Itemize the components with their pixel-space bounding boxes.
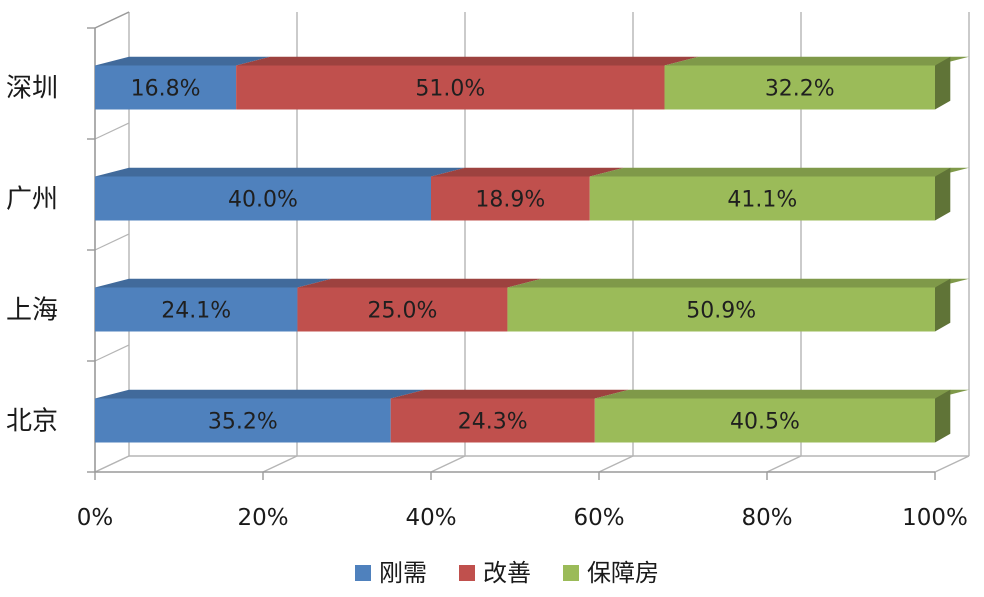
bar-segment-top — [390, 389, 629, 399]
bar-segment-top — [297, 278, 542, 288]
bar-segment-top — [95, 167, 465, 177]
gridline-floor — [430, 455, 466, 473]
data-label: 50.9% — [686, 299, 756, 324]
bars — [95, 56, 969, 443]
bar-segment-front — [507, 287, 935, 332]
category-label: 北京 — [6, 407, 58, 437]
side-wall-gridline — [94, 233, 130, 251]
side-wall-top-edge — [94, 11, 130, 29]
legend: 刚需 改善 保障房 — [355, 559, 659, 587]
x-tick-label: 0% — [77, 505, 114, 531]
bar-segment-front — [431, 176, 590, 221]
bar-segment-top — [236, 56, 699, 66]
x-tick-label: 60% — [573, 505, 624, 531]
side-wall-gridline — [94, 455, 130, 473]
legend-item: 保障房 — [563, 559, 659, 587]
bar-segment-top — [431, 167, 624, 177]
bar-segment — [236, 56, 699, 110]
bar-segment-front — [594, 398, 935, 443]
data-label: 35.2% — [208, 410, 278, 435]
side-wall-gridline — [94, 344, 130, 362]
data-label: 41.1% — [727, 188, 797, 213]
category-label: 深圳 — [6, 74, 58, 104]
gridline-floor — [934, 455, 970, 473]
bar-segment-top — [594, 389, 969, 399]
bar-segment-top — [507, 278, 969, 288]
data-label: 40.5% — [730, 410, 800, 435]
legend-label: 保障房 — [587, 559, 659, 587]
bar-segment — [589, 167, 969, 221]
bar-segment-side — [935, 56, 951, 110]
bar-segment — [95, 278, 332, 332]
bar-segment-top — [95, 278, 332, 288]
data-label: 25.0% — [367, 299, 437, 324]
data-label: 40.0% — [228, 188, 298, 213]
legend-label: 改善 — [483, 559, 531, 587]
bar-segment — [390, 389, 629, 443]
bar-segment-side — [935, 278, 951, 332]
gridline-floor — [262, 455, 298, 473]
bar-segment-top — [95, 389, 425, 399]
bar-segment-front — [664, 65, 935, 110]
data-label: 32.2% — [765, 77, 835, 102]
bar-segment — [95, 56, 271, 110]
gridline-floor — [766, 455, 802, 473]
data-label: 24.3% — [458, 410, 528, 435]
bar-segment — [507, 278, 969, 332]
bar-segment-top — [95, 56, 271, 66]
bar-segment — [594, 389, 969, 443]
data-labels: 16.8% 51.0% 32.2% 40.0% 18.9% 41.1% 24.1% 25.0%… — [131, 77, 835, 435]
data-label: 18.9% — [475, 188, 545, 213]
bar-segment-front — [236, 65, 665, 110]
side-wall-gridline — [94, 122, 130, 140]
data-label: 24.1% — [161, 299, 231, 324]
x-tick-label: 40% — [405, 505, 456, 531]
x-tick-label: 100% — [902, 505, 968, 531]
bar-segment-front — [95, 176, 431, 221]
data-label: 51.0% — [415, 77, 485, 102]
bar-segment — [95, 167, 465, 221]
bar-segment-front — [589, 176, 935, 221]
bar-segment-top — [589, 167, 969, 177]
bar-segment-side — [935, 167, 951, 221]
legend-item: 刚需 — [355, 559, 427, 587]
category-label: 广州 — [6, 185, 58, 215]
bar-segment-front — [297, 287, 508, 332]
legend-item: 改善 — [459, 559, 531, 587]
x-tick-label: 20% — [237, 505, 288, 531]
bar-segment-side — [935, 389, 951, 443]
data-label: 16.8% — [131, 77, 201, 102]
bar-segment-top — [664, 56, 969, 66]
bar-segment-front — [390, 398, 595, 443]
bar-segment — [95, 389, 425, 443]
legend-swatch — [355, 565, 371, 581]
bar-segment — [297, 278, 542, 332]
category-label: 上海 — [6, 296, 58, 326]
x-tick-label: 80% — [741, 505, 792, 531]
legend-swatch — [459, 565, 475, 581]
bar-segment-front — [95, 398, 391, 443]
bar-segment-front — [95, 287, 298, 332]
bar-segment — [664, 56, 969, 110]
legend-label: 刚需 — [379, 559, 427, 587]
legend-swatch — [563, 565, 579, 581]
bar-segment-front — [95, 65, 237, 110]
bar-segment — [431, 167, 624, 221]
gridline-floor — [598, 455, 634, 473]
